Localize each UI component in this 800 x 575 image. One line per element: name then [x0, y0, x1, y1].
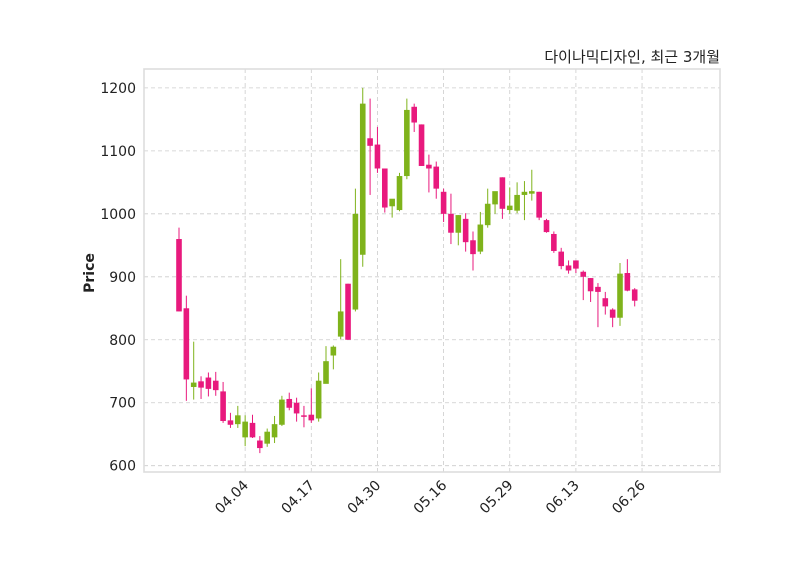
candle-down [212, 380, 219, 391]
candle-down [301, 415, 307, 417]
candle-down [176, 239, 182, 312]
plot-frame [143, 68, 721, 473]
y-tick-label: 600 [109, 459, 136, 475]
candle-up [396, 176, 403, 211]
candle-down [470, 240, 476, 255]
candle-up [242, 421, 248, 438]
candle-up [315, 380, 322, 419]
y-tick-label: 900 [109, 270, 136, 286]
candle-down [573, 260, 579, 269]
candle-down [227, 420, 234, 425]
x-tick-label: 05.29 [477, 478, 517, 518]
candle-down [433, 166, 440, 189]
x-tick-label: 04.30 [345, 478, 385, 518]
candle-up [352, 213, 359, 310]
candle-down [558, 251, 564, 267]
y-tick-label: 1200 [100, 81, 136, 97]
candle-up [484, 203, 491, 226]
y-axis-label: Price [82, 253, 98, 293]
candle-down [418, 124, 425, 166]
candle-down [580, 271, 587, 277]
candle-down [462, 218, 469, 243]
candle-down [609, 309, 616, 318]
candle-down [426, 164, 432, 169]
candle-down [587, 278, 594, 292]
candle-down [440, 191, 447, 214]
candle-up [506, 205, 513, 211]
x-tick-label: 04.04 [212, 477, 252, 517]
candle-down [624, 273, 631, 291]
candle-up [477, 224, 484, 252]
y-tick-label: 1000 [100, 207, 136, 223]
candle-up [617, 273, 623, 318]
candle-up [323, 361, 329, 384]
candle-down [631, 289, 638, 301]
candle-up [337, 311, 344, 337]
x-tick-label: 06.26 [609, 477, 649, 517]
candle-down [499, 177, 506, 209]
candle-up [190, 382, 197, 387]
candle-down [308, 414, 315, 421]
candle-down [602, 298, 609, 307]
y-tick-label: 700 [109, 396, 136, 412]
candle-up [235, 415, 241, 425]
candle-down [382, 168, 388, 208]
axes: 600 700 800 900 1000 1100 1200 04.04 04.17 04.30 0… [100, 68, 721, 518]
candle-up [514, 194, 520, 211]
candle-down [345, 283, 351, 340]
candle-down [249, 422, 256, 438]
candle-down [205, 377, 212, 389]
candle-down [220, 391, 226, 421]
candle-up [529, 191, 535, 194]
candle-down [183, 308, 190, 380]
candle-down [543, 220, 550, 233]
grid-lines [144, 69, 720, 472]
x-tick-label: 06.13 [543, 478, 583, 518]
candle-up [492, 191, 498, 205]
candle-down [257, 440, 263, 449]
y-tick-label: 1100 [100, 144, 136, 160]
candle-up [271, 424, 278, 438]
candle-down [536, 191, 542, 218]
candle-down [448, 213, 454, 233]
candle-up [389, 198, 395, 207]
candle-down [565, 265, 572, 271]
candle-up [330, 346, 337, 356]
candle-down [595, 286, 601, 292]
candle-down [198, 381, 204, 388]
chart-title: 다이나믹디자인, 최근 3개월 [544, 48, 720, 66]
candle-down [374, 144, 381, 169]
x-tick-label: 05.16 [411, 477, 451, 517]
x-tick-label: 04.17 [278, 478, 318, 518]
y-tick-label: 800 [109, 333, 136, 349]
candle-down [367, 138, 373, 146]
candle-down [286, 398, 293, 408]
candle-up [521, 191, 528, 195]
candle-up [455, 215, 462, 233]
candle-down [293, 402, 300, 414]
candle-down [551, 233, 557, 251]
candle-up [264, 431, 270, 444]
candle-down [411, 106, 417, 123]
candle-up [404, 109, 410, 177]
candle-up [279, 399, 285, 425]
candles [176, 87, 638, 454]
candle-up [359, 103, 366, 255]
